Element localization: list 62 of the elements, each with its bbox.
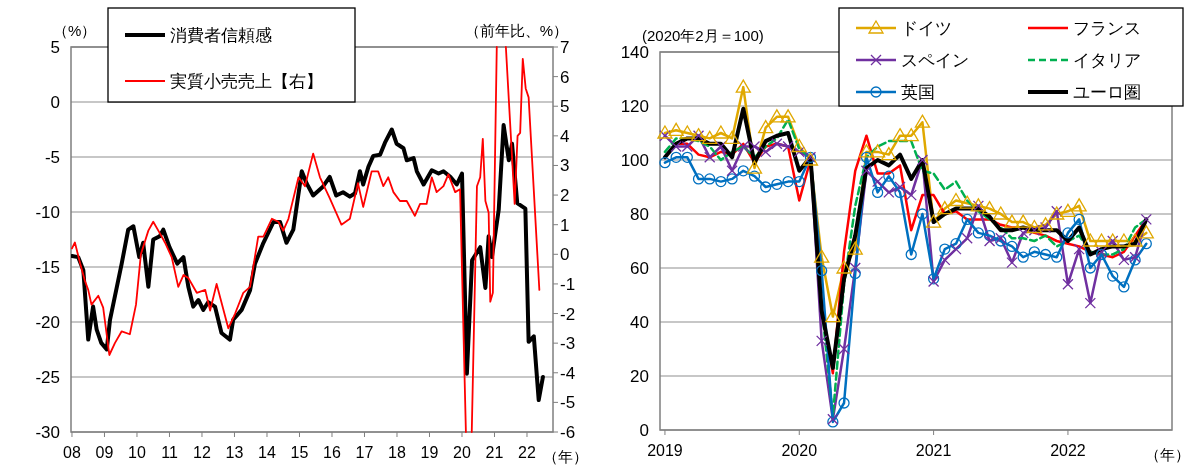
y2-tick-label: 1 (560, 215, 570, 235)
y2-tick-label: 2 (560, 186, 570, 206)
y-tick-label: -20 (35, 313, 60, 332)
legend-label: ドイツ (901, 19, 952, 38)
x-tick-label: 2019 (647, 442, 683, 459)
y2-tick-label: -2 (560, 304, 576, 324)
y2-tick-label: 4 (560, 126, 570, 146)
y-tick-label: 120 (620, 97, 649, 116)
y-tick-label: 60 (630, 259, 649, 278)
legend-label: フランス (1073, 19, 1141, 38)
y2-tick-label: -4 (560, 363, 576, 383)
y-tick-label: -15 (35, 258, 60, 277)
x-tick-label: 13 (225, 444, 244, 461)
y2-tick-label: -5 (560, 393, 576, 413)
x-tick-label: 22 (518, 444, 536, 461)
x-tick-label: 21 (485, 444, 504, 461)
x-tick-label: 14 (258, 444, 276, 461)
x-tick-label: 16 (323, 444, 341, 461)
legend-label: 実質小売売上【右】 (170, 72, 323, 91)
y-tick-label: 20 (630, 367, 649, 386)
x-axis-title: （年） (543, 448, 588, 465)
x-tick-label: 2022 (1050, 442, 1086, 459)
y2-axis-title: （前年比、%） (464, 22, 568, 39)
legend-label: ユーロ圏 (1073, 83, 1141, 102)
y-axis-title: (2020年2月＝100) (642, 27, 764, 44)
y-tick-label: -25 (35, 368, 60, 387)
x-tick-label: 12 (193, 444, 211, 461)
x-tick-label: 08 (63, 444, 81, 461)
legend-label: イタリア (1073, 51, 1141, 70)
y2-tick-label: -1 (560, 274, 576, 294)
y-tick-label: 40 (630, 313, 649, 332)
legend-label: 消費者信頼感 (170, 26, 272, 45)
y-axis-title: （%） (53, 22, 97, 39)
y2-tick-label: 7 (560, 38, 570, 57)
x-tick-label: 19 (420, 444, 439, 461)
y-tick-label: 0 (50, 93, 60, 112)
y2-tick-label: 0 (560, 245, 570, 265)
y-tick-label: 0 (639, 421, 649, 440)
y-tick-label: 80 (630, 205, 649, 224)
y2-tick-label: -3 (560, 334, 576, 354)
legend-label: スペイン (901, 51, 969, 70)
y-tick-label: 140 (620, 43, 649, 62)
y2-tick-label: 3 (560, 156, 570, 176)
x-tick-label: 20 (453, 444, 471, 461)
x-tick-label: 2021 (915, 442, 952, 459)
x-tick-label: 10 (128, 444, 146, 461)
x-tick-label: 2020 (781, 442, 818, 459)
y-tick-label: 5 (50, 38, 60, 57)
y-tick-label: 100 (620, 151, 649, 170)
x-tick-label: 15 (290, 444, 309, 461)
x-axis-title: （年） (1145, 446, 1190, 463)
legend-label: 英国 (901, 83, 935, 102)
x-tick-label: 17 (355, 444, 374, 461)
y2-tick-label: 6 (560, 67, 570, 87)
x-tick-label: 09 (95, 444, 114, 461)
y-tick-label: -30 (35, 423, 60, 442)
y-tick-label: -5 (44, 148, 60, 167)
y2-tick-label: 5 (560, 97, 570, 117)
x-tick-label: 18 (388, 444, 406, 461)
y2-tick-label: -6 (560, 423, 576, 442)
y-tick-label: -10 (35, 203, 60, 222)
x-tick-label: 11 (161, 444, 178, 461)
